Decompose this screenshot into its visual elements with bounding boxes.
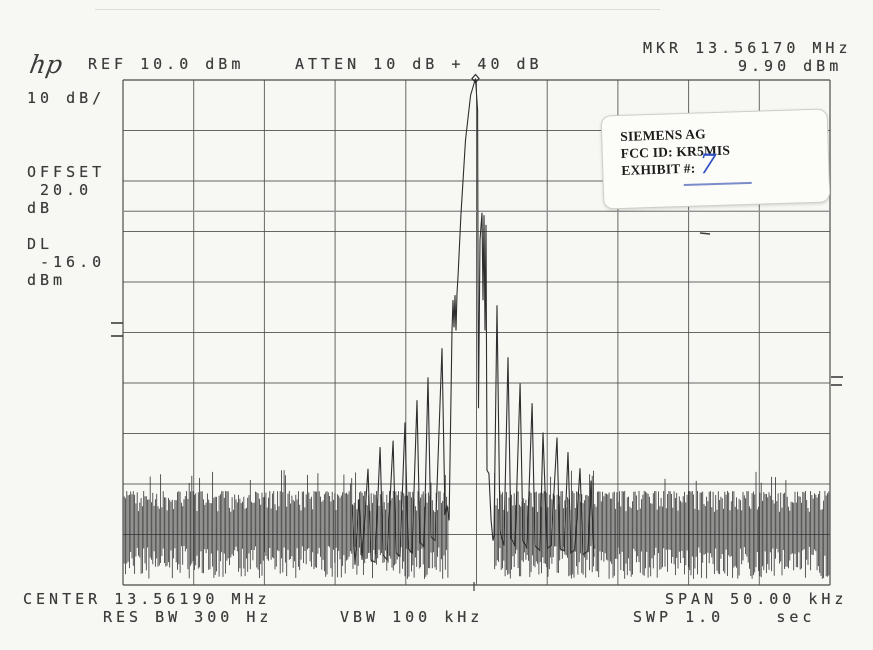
offset-value: 20.0 (40, 181, 93, 199)
span-readout: SPAN 50.00 kHz (665, 590, 848, 608)
scale-readout: 10 dB/ (27, 89, 106, 107)
exhibit-underline (683, 181, 752, 187)
fcc-exhibit-sticker: SIEMENS AG FCC ID: KR5MIS EXHIBIT #: 7 (600, 108, 831, 210)
sticker-company: SIEMENS AG (620, 126, 707, 144)
res-bw-readout: RES BW 300 Hz (103, 608, 273, 626)
marker-amplitude: 9.90 dBm (738, 57, 843, 75)
sweep-readout: SWP 1.0 sec (633, 608, 816, 626)
ref-level-readout: REF 10.0 dBm (88, 55, 245, 73)
offset-label: OFFSET (27, 163, 106, 181)
attenuation-readout: ATTEN 10 dB + 40 dB (295, 55, 543, 73)
vbw-readout: VBW 100 kHz (340, 608, 484, 626)
center-freq-readout: CENTER 13.56190 MHz (23, 590, 271, 608)
hp-logo: hp (27, 50, 65, 79)
display-line-unit: dBm (27, 271, 67, 289)
offset-unit: dB (27, 199, 54, 217)
marker-readout: MKR 13.56170 MHz (643, 39, 852, 57)
handwritten-exhibit-number: 7 (698, 149, 717, 181)
display-line-label: DL (27, 235, 54, 253)
sticker-exhibit-label: EXHIBIT #: (621, 160, 696, 178)
display-line-value: -16.0 (40, 253, 106, 271)
